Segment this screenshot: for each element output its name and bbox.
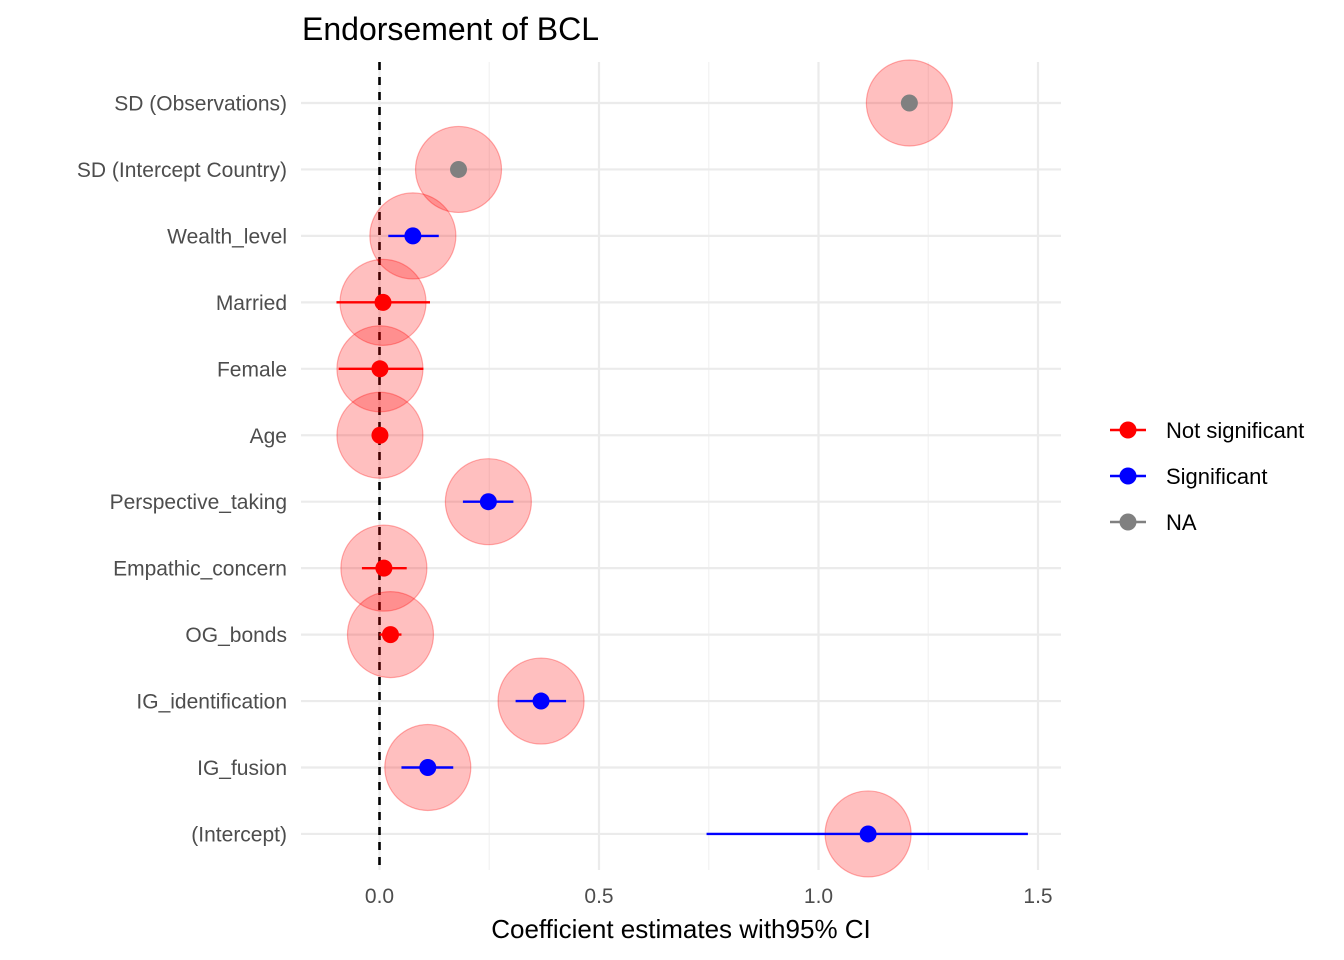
marks-layer bbox=[336, 94, 1028, 843]
legend-label-na: NA bbox=[1166, 510, 1197, 535]
y-tick-label-ig-identification: IG_identification bbox=[136, 691, 287, 714]
point-wealth-level bbox=[404, 227, 422, 245]
legend-point-not-significant bbox=[1119, 421, 1137, 439]
y-tick-label-perspective-taking: Perspective_taking bbox=[110, 491, 287, 514]
legend-point-significant bbox=[1119, 467, 1137, 485]
y-tick-label-female: Female bbox=[217, 358, 287, 381]
legend-label-not-significant: Not significant bbox=[1166, 418, 1304, 443]
legend-label-significant: Significant bbox=[1166, 464, 1268, 489]
y-tick-label-wealth-level: Wealth_level bbox=[167, 225, 287, 248]
point-age bbox=[371, 426, 389, 444]
y-tick-label-ig-fusion: IG_fusion bbox=[197, 757, 287, 780]
point-intercept bbox=[859, 825, 877, 843]
x-tick-labels: 0.0 0.5 1.0 1.5 bbox=[365, 885, 1053, 908]
x-tick-label: 0.5 bbox=[584, 885, 613, 908]
point-empathic-concern bbox=[375, 559, 393, 577]
y-tick-label-empathic-concern: Empathic_concern bbox=[113, 558, 287, 581]
y-tick-label-og-bonds: OG_bonds bbox=[185, 624, 287, 647]
bubble-layer bbox=[336, 59, 953, 878]
y-tick-label-intercept: (Intercept) bbox=[191, 823, 287, 846]
x-tick-label: 1.0 bbox=[804, 885, 833, 908]
x-tick-label: 0.0 bbox=[365, 885, 394, 908]
point-married bbox=[374, 293, 392, 311]
x-tick-label: 1.5 bbox=[1023, 885, 1052, 908]
y-tick-labels: SD (Observations) SD (Intercept Country) W… bbox=[77, 93, 287, 847]
point-ig-fusion bbox=[419, 759, 437, 776]
legend-point-na bbox=[1119, 513, 1137, 531]
point-female bbox=[371, 360, 389, 378]
legend: Not significant Significant NA bbox=[1110, 418, 1304, 535]
y-tick-label-sd-observations: SD (Observations) bbox=[114, 93, 287, 116]
point-perspective-taking bbox=[479, 493, 497, 511]
x-axis-title: Coefficient estimates with95% CI bbox=[491, 914, 871, 944]
y-tick-label-married: Married bbox=[216, 292, 287, 315]
point-ig-identification bbox=[532, 692, 550, 710]
point-sd-observations bbox=[900, 94, 918, 112]
chart-title: Endorsement of BCL bbox=[302, 11, 599, 47]
point-sd-intercept-country bbox=[450, 160, 468, 178]
point-og-bonds bbox=[381, 626, 399, 644]
y-tick-label-sd-intercept-country: SD (Intercept Country) bbox=[77, 159, 287, 182]
y-tick-label-age: Age bbox=[250, 425, 287, 448]
